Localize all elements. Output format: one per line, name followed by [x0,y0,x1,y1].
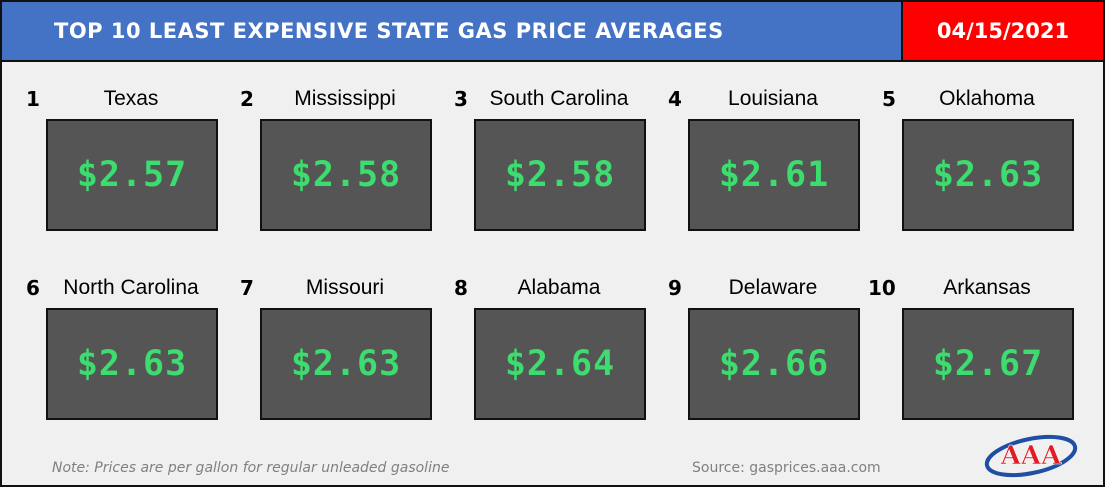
price-box: $2.67 [902,308,1074,420]
date-badge: 04/15/2021 [903,2,1103,62]
state-name: Alabama [517,276,601,299]
price-value: $2.63 [76,344,188,384]
state-name: Mississippi [294,87,396,110]
state-card: 2 Mississippi $2.58 [240,87,454,231]
state-name: South Carolina [489,87,629,110]
rank-label: 1 [26,87,40,111]
state-card: 5 Oklahoma $2.63 [882,87,1096,231]
state-name: Missouri [305,276,385,299]
rank-label: 6 [26,276,40,300]
state-card: 4 Louisiana $2.61 [668,87,882,231]
rank-label: 2 [240,87,254,111]
price-box: $2.61 [688,119,860,231]
page-title: TOP 10 LEAST EXPENSIVE STATE GAS PRICE A… [54,19,724,43]
price-box: $2.63 [260,308,432,420]
state-name: North Carolina [63,276,199,299]
state-name: Louisiana [728,87,818,110]
rank-label: 8 [454,276,468,300]
state-card: 1 Texas $2.57 [26,87,240,231]
logo-text: AAA [1000,441,1062,471]
rank-label: 7 [240,276,254,300]
price-value: $2.58 [504,155,616,195]
price-value: $2.61 [718,155,830,195]
state-card: 9 Delaware $2.66 [668,276,882,420]
price-value: $2.67 [932,344,1044,384]
rank-label: 5 [882,87,896,111]
source-label: Source: gasprices.aaa.com [692,460,881,476]
state-card: 8 Alabama $2.64 [454,276,668,420]
rank-label: 9 [668,276,682,300]
price-box: $2.66 [688,308,860,420]
price-value: $2.57 [76,155,188,195]
aaa-logo: AAA [984,434,1078,478]
price-box: $2.57 [46,119,218,231]
date-label: 04/15/2021 [936,19,1070,43]
price-box: $2.64 [474,308,646,420]
state-card: 7 Missouri $2.63 [240,276,454,420]
state-name: Oklahoma [939,87,1035,110]
rank-label: 3 [454,87,468,111]
footnote: Note: Prices are per gallon for regular … [52,460,450,476]
state-name: Delaware [728,276,818,299]
price-box: $2.63 [46,308,218,420]
price-box: $2.63 [902,119,1074,231]
price-value: $2.66 [718,344,830,384]
price-box: $2.58 [474,119,646,231]
state-card: 3 South Carolina $2.58 [454,87,668,231]
price-value: $2.64 [504,344,616,384]
price-value: $2.58 [290,155,402,195]
price-value: $2.63 [290,344,402,384]
price-box: $2.58 [260,119,432,231]
state-name: Texas [103,87,159,110]
price-value: $2.63 [932,155,1044,195]
rank-label: 4 [668,87,682,111]
state-name: Arkansas [943,276,1031,299]
rank-label: 10 [868,276,896,300]
state-card: 10 Arkansas $2.67 [868,276,1082,420]
title-bar: TOP 10 LEAST EXPENSIVE STATE GAS PRICE A… [2,2,903,62]
state-card: 6 North Carolina $2.63 [26,276,240,420]
